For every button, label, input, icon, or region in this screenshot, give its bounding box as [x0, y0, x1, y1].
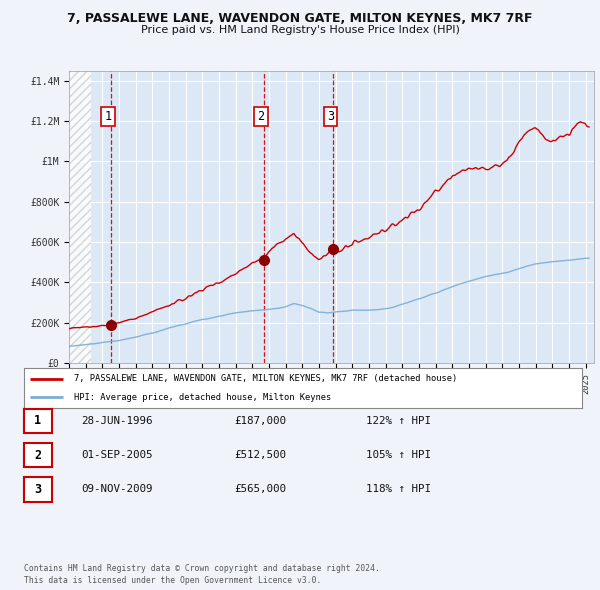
Text: 105% ↑ HPI: 105% ↑ HPI [366, 450, 431, 460]
Text: 118% ↑ HPI: 118% ↑ HPI [366, 484, 431, 494]
Text: 2: 2 [257, 110, 265, 123]
Text: 3: 3 [327, 110, 334, 123]
Text: 7, PASSALEWE LANE, WAVENDON GATE, MILTON KEYNES, MK7 7RF (detached house): 7, PASSALEWE LANE, WAVENDON GATE, MILTON… [74, 375, 457, 384]
Text: 7, PASSALEWE LANE, WAVENDON GATE, MILTON KEYNES, MK7 7RF: 7, PASSALEWE LANE, WAVENDON GATE, MILTON… [67, 12, 533, 25]
Text: 3: 3 [34, 483, 41, 496]
Text: £565,000: £565,000 [234, 484, 286, 494]
Text: £187,000: £187,000 [234, 416, 286, 426]
Text: 122% ↑ HPI: 122% ↑ HPI [366, 416, 431, 426]
Text: HPI: Average price, detached house, Milton Keynes: HPI: Average price, detached house, Milt… [74, 393, 331, 402]
Text: Contains HM Land Registry data © Crown copyright and database right 2024.
This d: Contains HM Land Registry data © Crown c… [24, 565, 380, 585]
Text: 1: 1 [34, 414, 41, 427]
Text: 2: 2 [34, 448, 41, 461]
Text: 28-JUN-1996: 28-JUN-1996 [81, 416, 152, 426]
Bar [69, 71, 91, 363]
Text: 09-NOV-2009: 09-NOV-2009 [81, 484, 152, 494]
Text: £512,500: £512,500 [234, 450, 286, 460]
Text: 1: 1 [104, 110, 112, 123]
Text: 01-SEP-2005: 01-SEP-2005 [81, 450, 152, 460]
Text: Price paid vs. HM Land Registry's House Price Index (HPI): Price paid vs. HM Land Registry's House … [140, 25, 460, 35]
